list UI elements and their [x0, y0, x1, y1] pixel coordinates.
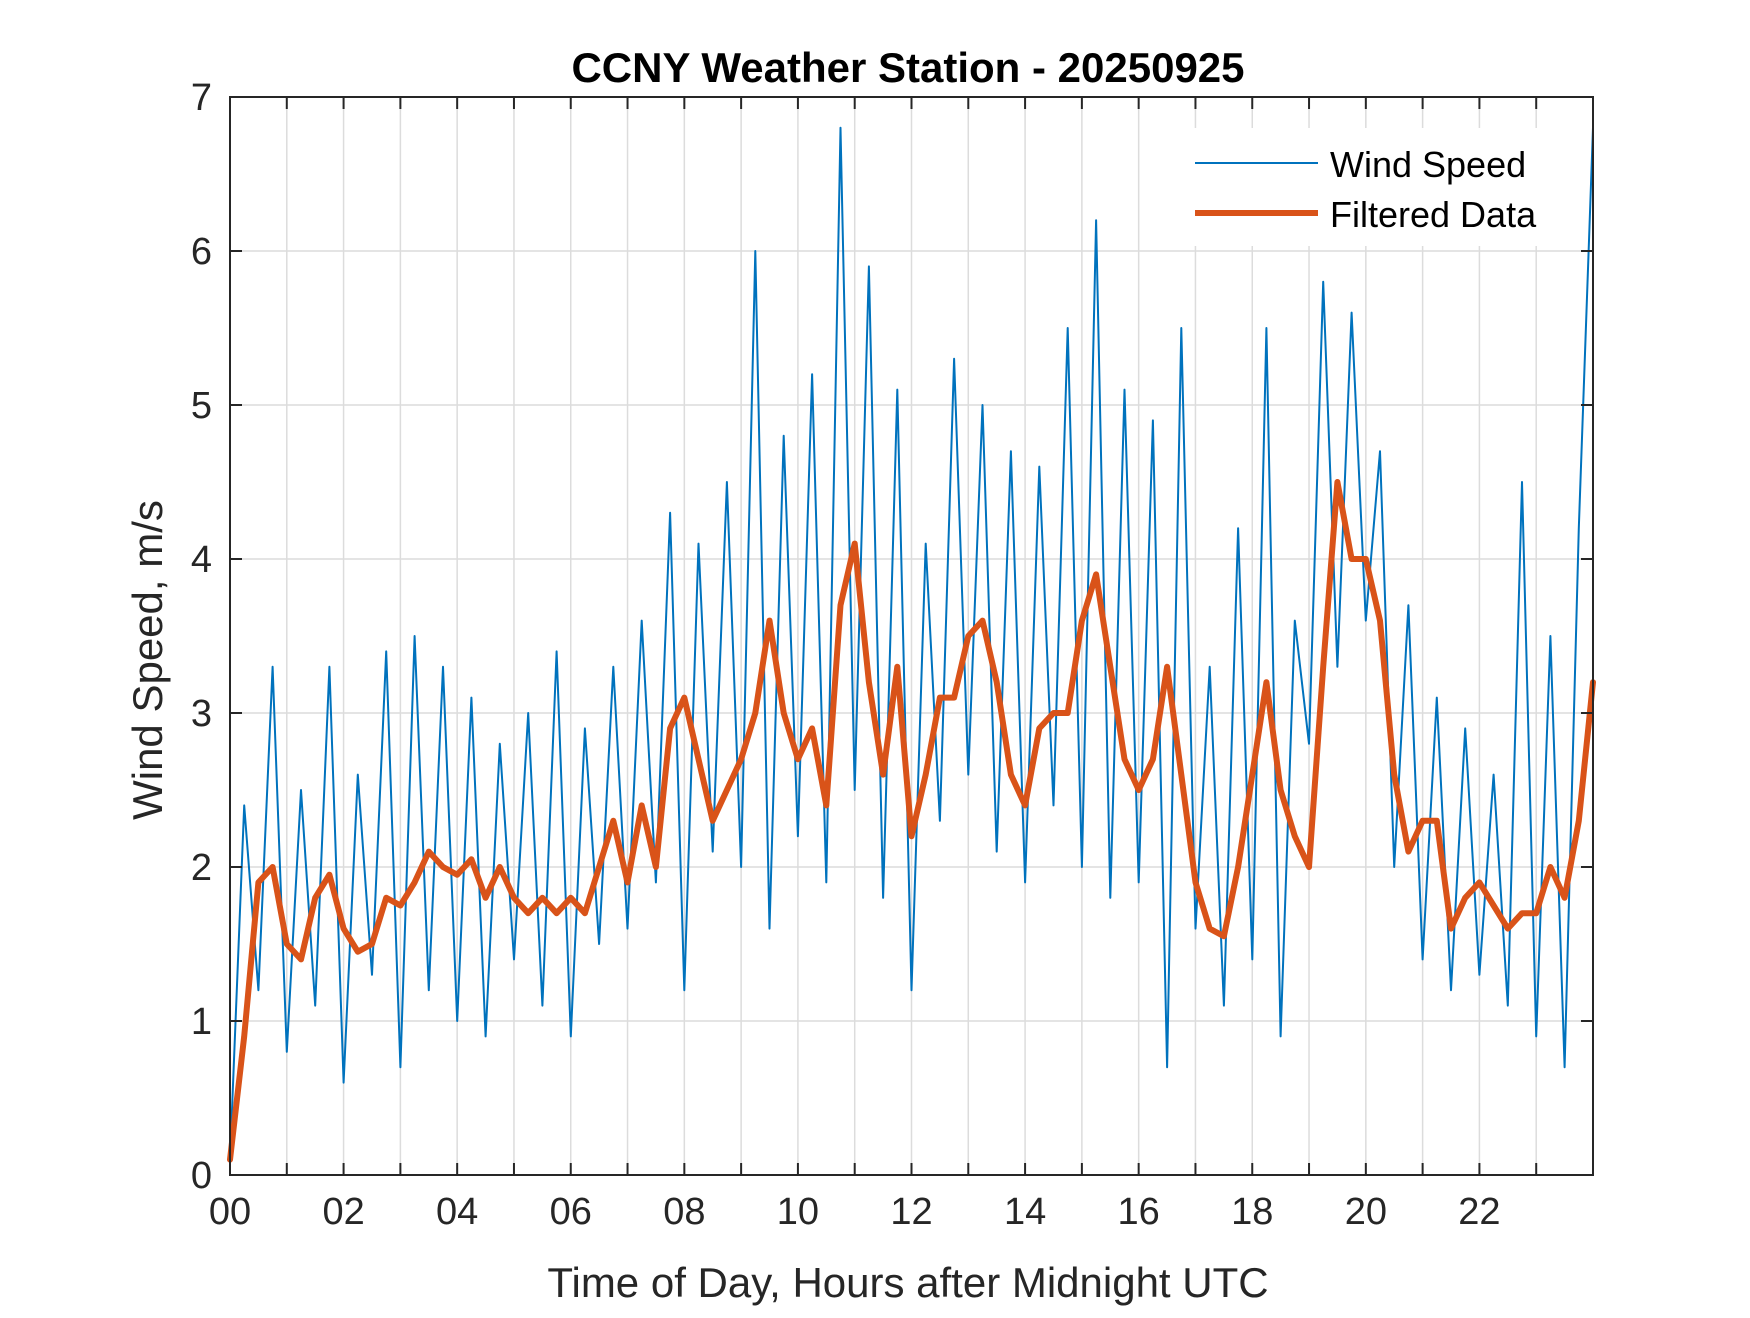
- y-tick-label: 4: [191, 539, 212, 581]
- x-tick-label: 02: [322, 1191, 364, 1233]
- y-axis-label: Wind Speed, m/s: [124, 500, 171, 820]
- x-tick-label: 00: [209, 1191, 251, 1233]
- y-tick-label: 5: [191, 385, 212, 427]
- x-tick-label: 10: [777, 1191, 819, 1233]
- chart-title: CCNY Weather Station - 20250925: [571, 44, 1244, 91]
- legend-box: [1185, 128, 1585, 246]
- x-tick-label: 18: [1231, 1191, 1273, 1233]
- x-tick-label: 20: [1345, 1191, 1387, 1233]
- legend-label-filtered-data: Filtered Data: [1330, 194, 1537, 235]
- y-tick-label: 2: [191, 847, 212, 889]
- y-tick-label: 7: [191, 77, 212, 119]
- legend-label-wind-speed: Wind Speed: [1330, 144, 1526, 185]
- x-tick-label: 16: [1118, 1191, 1160, 1233]
- x-tick-label: 14: [1004, 1191, 1046, 1233]
- x-tick-label: 06: [550, 1191, 592, 1233]
- series-line-wind-speed: [229, 126, 1594, 1161]
- y-tick-label: 3: [191, 693, 212, 735]
- y-tick-label: 1: [191, 1001, 212, 1043]
- series-line-filtered-data: [227, 479, 1596, 1163]
- x-tick-label: 12: [890, 1191, 932, 1233]
- x-tick-label: 08: [663, 1191, 705, 1233]
- y-tick-label: 0: [191, 1155, 212, 1197]
- x-axis-label: Time of Day, Hours after Midnight UTC: [547, 1259, 1268, 1306]
- x-tick-label: 22: [1458, 1191, 1500, 1233]
- legend: Wind Speed Filtered Data: [1185, 128, 1585, 246]
- x-tick-label: 04: [436, 1191, 478, 1233]
- y-tick-label: 6: [191, 231, 212, 273]
